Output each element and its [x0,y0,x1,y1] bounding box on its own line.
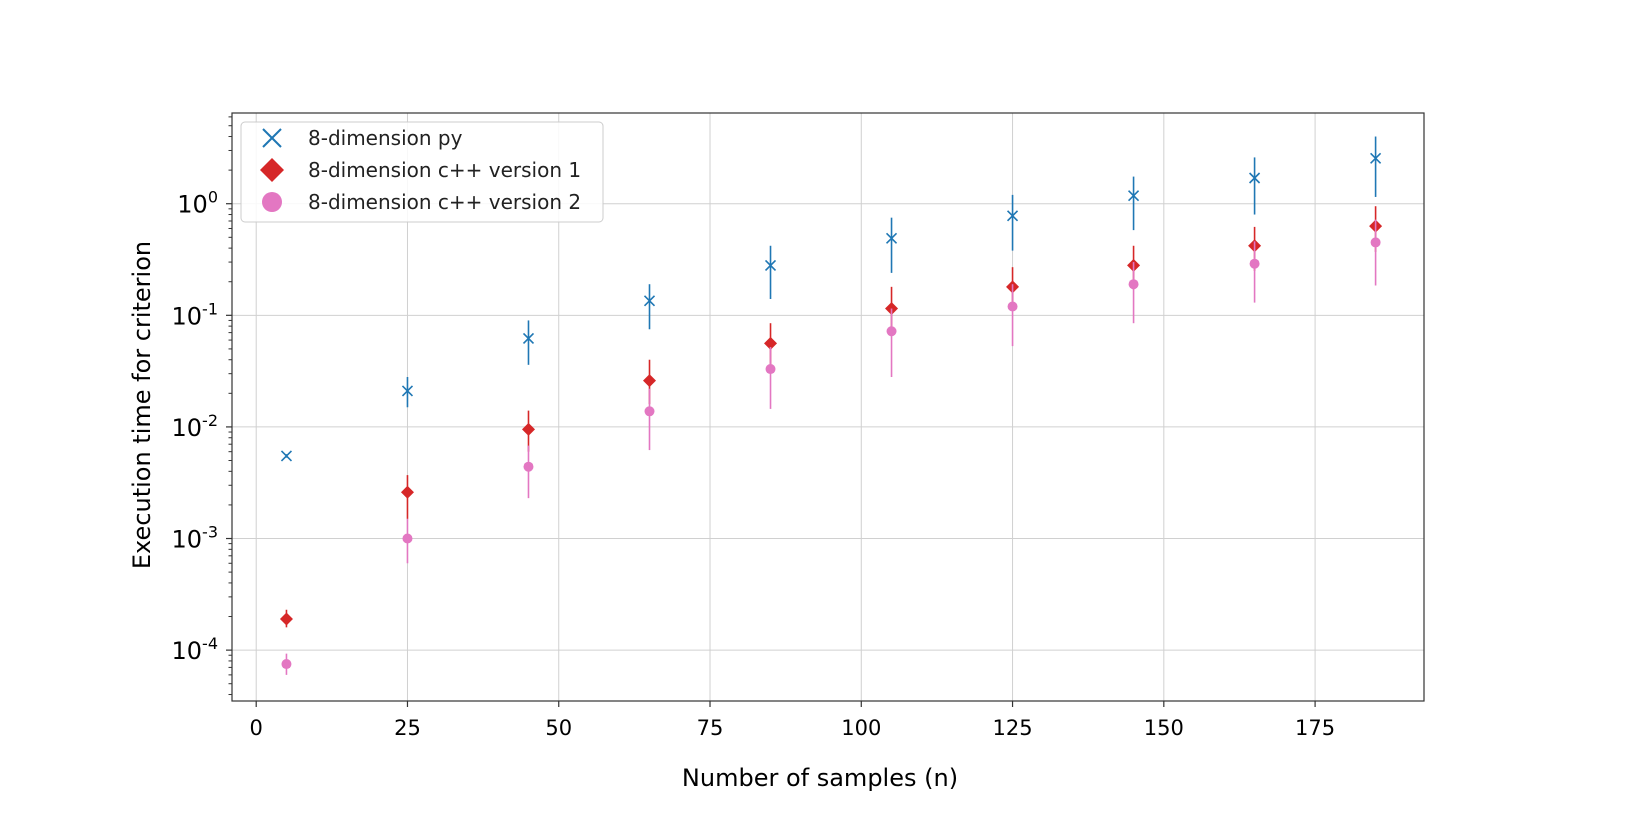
data-point [885,232,898,244]
data-point [1007,301,1018,312]
data-point [1370,152,1382,164]
data-point [523,461,534,472]
series-3 [281,219,1381,675]
data-point-stroke-b [1006,210,1019,222]
legend-marker [260,158,284,182]
y-tick-label: 100 [177,188,218,219]
x-tick-label: 125 [993,716,1033,740]
legend-marker [262,192,282,212]
legend-marker-stroke-b [262,128,282,148]
data-point-stroke-b [1249,172,1261,184]
data-point [1370,237,1381,248]
data-point [644,406,655,417]
legend: 8-dimension py 8-dimension c++ version 1 8… [240,121,604,223]
data-point [402,533,413,544]
data-point-stroke-b [1370,152,1382,164]
legend-label: 8-dimension c++ version 2 [308,190,581,214]
data-point-stroke-b [764,259,777,271]
data-point [765,364,776,375]
data-point [401,385,414,397]
data-points [279,136,1383,675]
data-point [1127,190,1140,202]
data-point [1128,279,1139,290]
data-point [280,450,293,462]
data-point [764,259,777,271]
legend-label: 8-dimension c++ version 1 [308,158,581,182]
x-tick-label: 25 [394,716,421,740]
x-tick-label: 50 [545,716,572,740]
data-point [643,374,657,388]
axes: 0 25 50 75 100 125 150 175 10-4 10-3 10-2 10-1 100 [172,112,1425,740]
data-point [521,422,535,436]
y-tick-label: 10-1 [172,299,219,330]
data-point [764,336,778,350]
data-point-stroke-b [401,385,414,397]
series-2 [279,206,1383,628]
data-point [281,659,292,670]
x-tick-label: 0 [250,716,263,740]
legend-label: 8-dimension py [308,126,463,150]
data-point-stroke-b [1127,190,1140,202]
legend-box [240,121,604,223]
data-point-stroke-b [643,295,656,307]
data-point [279,612,293,626]
y-tick-label: 10-3 [172,523,219,554]
y-axis-title: Execution time for criterion [128,241,156,569]
data-point [1006,210,1019,222]
series-1 [280,136,1382,462]
data-point [643,295,656,307]
y-tick-label: 10-2 [172,411,219,442]
data-point [400,485,414,499]
x-axis-title: Number of samples (n) [682,764,958,792]
x-tick-label: 75 [697,716,724,740]
plot-frame [231,112,1425,702]
data-point-stroke-b [280,450,293,462]
data-point [1249,172,1261,184]
data-point [886,326,897,337]
data-point [522,332,535,345]
x-tick-label: 150 [1144,716,1184,740]
y-tick-label: 10-4 [172,634,219,665]
data-point [1249,258,1260,269]
x-tick-label: 100 [841,716,881,740]
data-point-stroke-b [885,232,898,244]
legend-marker [262,128,282,148]
data-point-stroke-b [522,332,535,345]
x-tick-label: 175 [1295,716,1335,740]
